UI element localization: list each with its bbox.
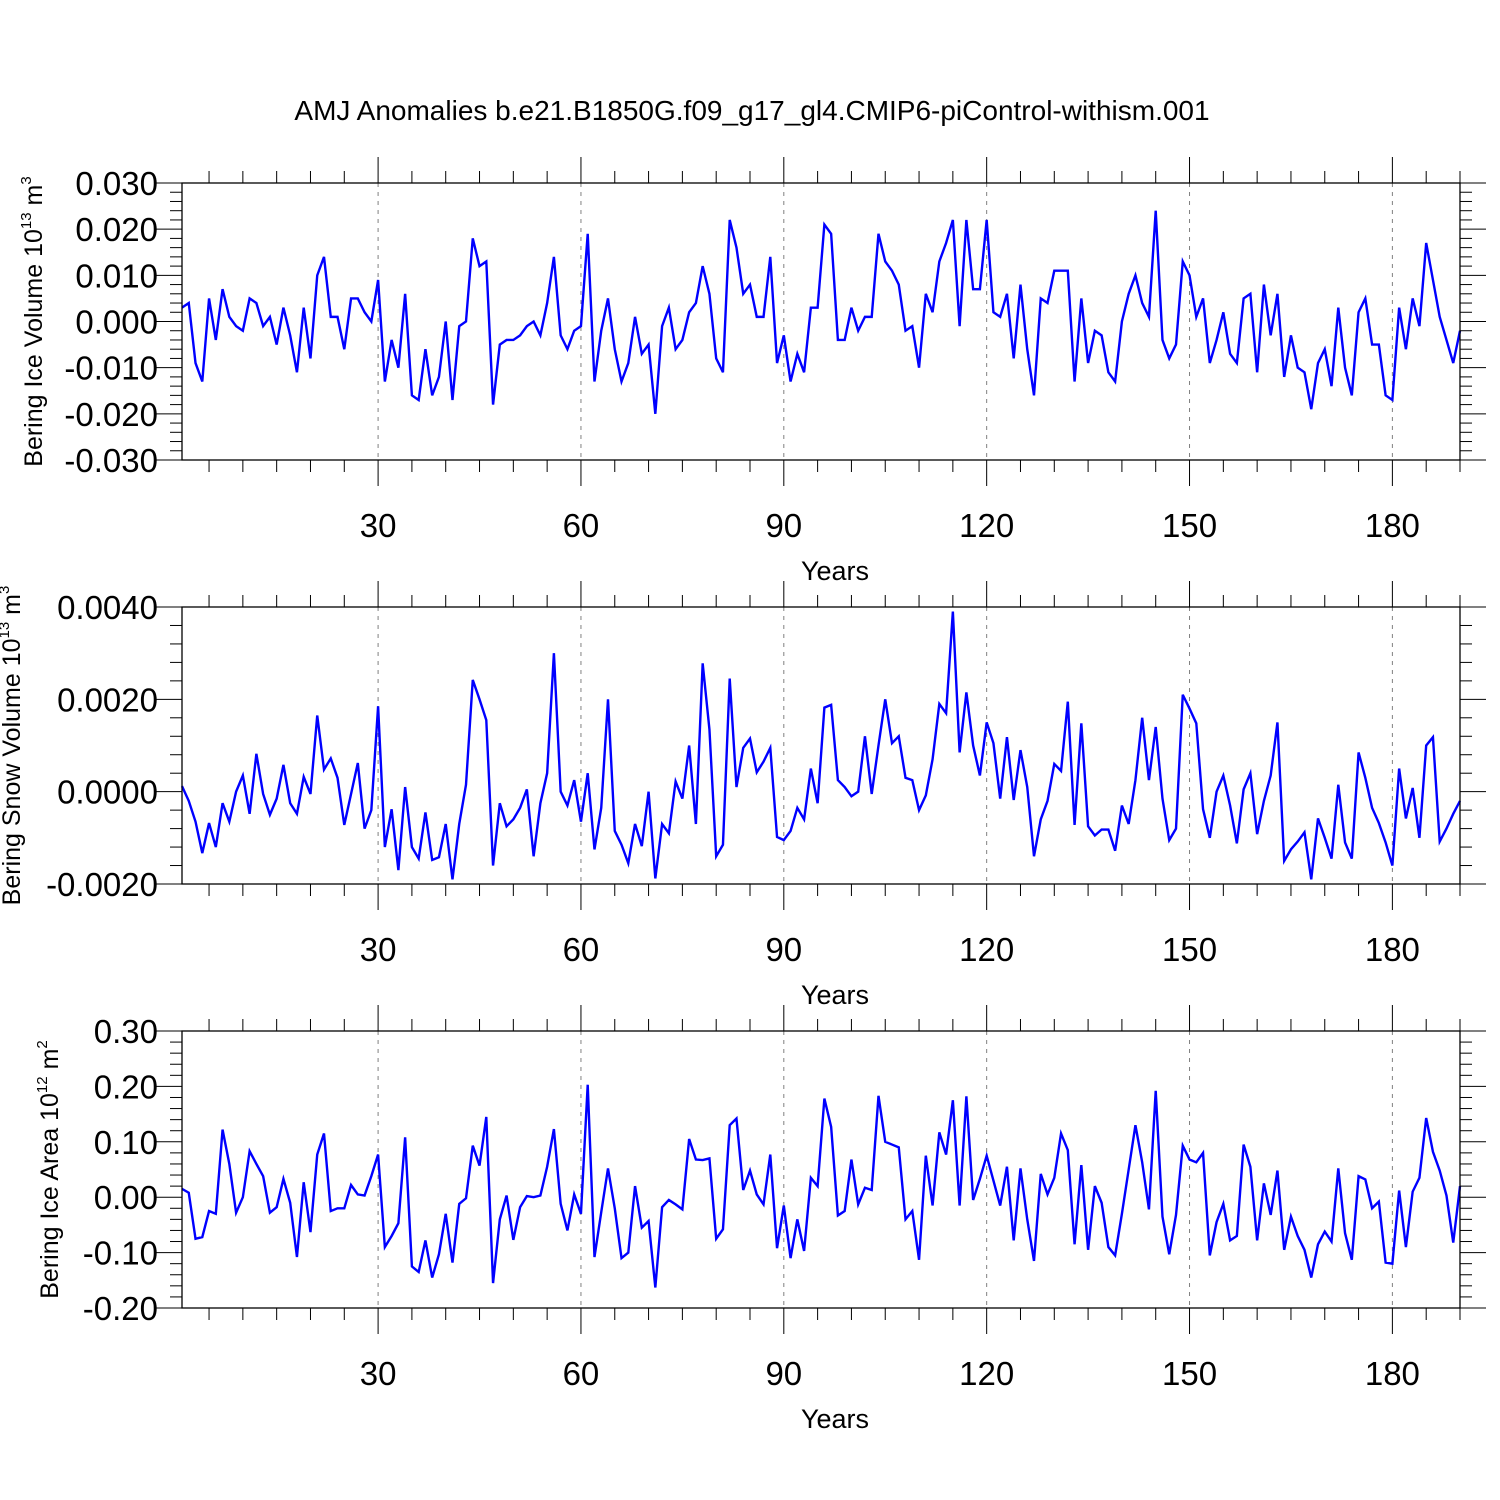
y-axis-label-part-4: 2 bbox=[34, 1040, 51, 1048]
y-axis-label-part-4: 3 bbox=[18, 176, 35, 184]
chart-panel-2: 30 60 90 120 150 180 -0.0020 0.0000 0.0020 0.0040… bbox=[0, 581, 1486, 1010]
x-tick-label: 180 bbox=[1365, 507, 1420, 544]
y-tick-label: 0.020 bbox=[75, 211, 158, 248]
y-tick-label: 0.0040 bbox=[57, 589, 158, 626]
x-tick-label: 90 bbox=[765, 931, 802, 968]
y-tick-label: 0.030 bbox=[75, 165, 158, 202]
chart-panel-3: 30 60 90 120 150 180 -0.20 -0.10 0.00 0.10 0.20 0.3… bbox=[34, 1005, 1486, 1434]
y-axis-label: Bering Snow Volume 1013 m3 bbox=[0, 586, 26, 906]
panels: 30 60 90 120 150 180 -0.030 -0.020 -0.010 0.000 0.… bbox=[0, 157, 1486, 1434]
y-axis-label-part-3: m bbox=[20, 185, 48, 213]
y-tick-label: 0.20 bbox=[94, 1068, 158, 1105]
y-axis-label-part-2: 13 bbox=[18, 212, 35, 229]
x-tick-label: 30 bbox=[360, 1355, 397, 1392]
y-tick-label: -0.030 bbox=[64, 442, 158, 479]
y-tick-label: 0.0000 bbox=[57, 774, 158, 811]
y-axis-label-part-2: 13 bbox=[0, 622, 13, 639]
y-tick-label: -0.0020 bbox=[46, 866, 158, 903]
plot-frame bbox=[181, 606, 1461, 885]
y-axis-label-part-3: m bbox=[36, 1049, 64, 1077]
x-tick-label: 120 bbox=[959, 1355, 1014, 1392]
x-tick-label: 150 bbox=[1162, 1355, 1217, 1392]
x-tick-label: 150 bbox=[1162, 507, 1217, 544]
y-axis-label-part-3: m bbox=[0, 594, 26, 622]
x-tick-label: 60 bbox=[563, 931, 600, 968]
x-tick-label: 60 bbox=[563, 1355, 600, 1392]
y-axis-label-part-1: Bering Snow Volume 10 bbox=[0, 638, 26, 905]
series-line bbox=[181, 210, 1462, 414]
x-tick-label: 90 bbox=[765, 507, 802, 544]
series-line bbox=[181, 1084, 1462, 1288]
x-tick-label: 180 bbox=[1365, 1355, 1420, 1392]
x-tick-label: 30 bbox=[360, 507, 397, 544]
y-axis-label-part-1: Bering Ice Area 10 bbox=[36, 1093, 64, 1299]
y-tick-label: 0.00 bbox=[94, 1179, 158, 1216]
y-axis-label-part-1: Bering Ice Volume 10 bbox=[20, 229, 48, 467]
y-tick-label: -0.10 bbox=[83, 1235, 158, 1272]
x-tick-label: 60 bbox=[563, 507, 600, 544]
y-tick-label: 0.10 bbox=[94, 1124, 158, 1161]
y-tick-label: 0.0020 bbox=[57, 681, 158, 718]
chart-panel-1: 30 60 90 120 150 180 -0.030 -0.020 -0.010 0.000 0.… bbox=[18, 157, 1486, 586]
y-axis-label: Bering Ice Volume 1013 m3 bbox=[18, 176, 48, 466]
y-tick-label: -0.020 bbox=[64, 396, 158, 433]
x-axis-label: Years bbox=[801, 980, 869, 1010]
x-axis-label: Years bbox=[801, 1404, 869, 1434]
plot-frame bbox=[181, 1030, 1461, 1309]
y-tick-label: 0.000 bbox=[75, 304, 158, 341]
x-tick-label: 120 bbox=[959, 931, 1014, 968]
y-tick-label: -0.010 bbox=[64, 350, 158, 387]
y-tick-label: -0.20 bbox=[83, 1290, 158, 1327]
x-tick-label: 90 bbox=[765, 1355, 802, 1392]
y-tick-label: 0.010 bbox=[75, 257, 158, 294]
chart-title: AMJ Anomalies b.e21.B1850G.f09_g17_gl4.C… bbox=[294, 95, 1209, 126]
x-tick-label: 120 bbox=[959, 507, 1014, 544]
x-tick-label: 150 bbox=[1162, 931, 1217, 968]
y-axis-label-part-2: 12 bbox=[34, 1076, 51, 1093]
y-axis-label: Bering Ice Area 1012 m2 bbox=[34, 1040, 64, 1299]
y-tick-label: 0.30 bbox=[94, 1013, 158, 1050]
x-tick-label: 30 bbox=[360, 931, 397, 968]
y-axis-label-part-4: 3 bbox=[0, 586, 13, 594]
x-axis-label: Years bbox=[801, 556, 869, 586]
series-line bbox=[180, 611, 1462, 880]
x-tick-label: 180 bbox=[1365, 931, 1420, 968]
